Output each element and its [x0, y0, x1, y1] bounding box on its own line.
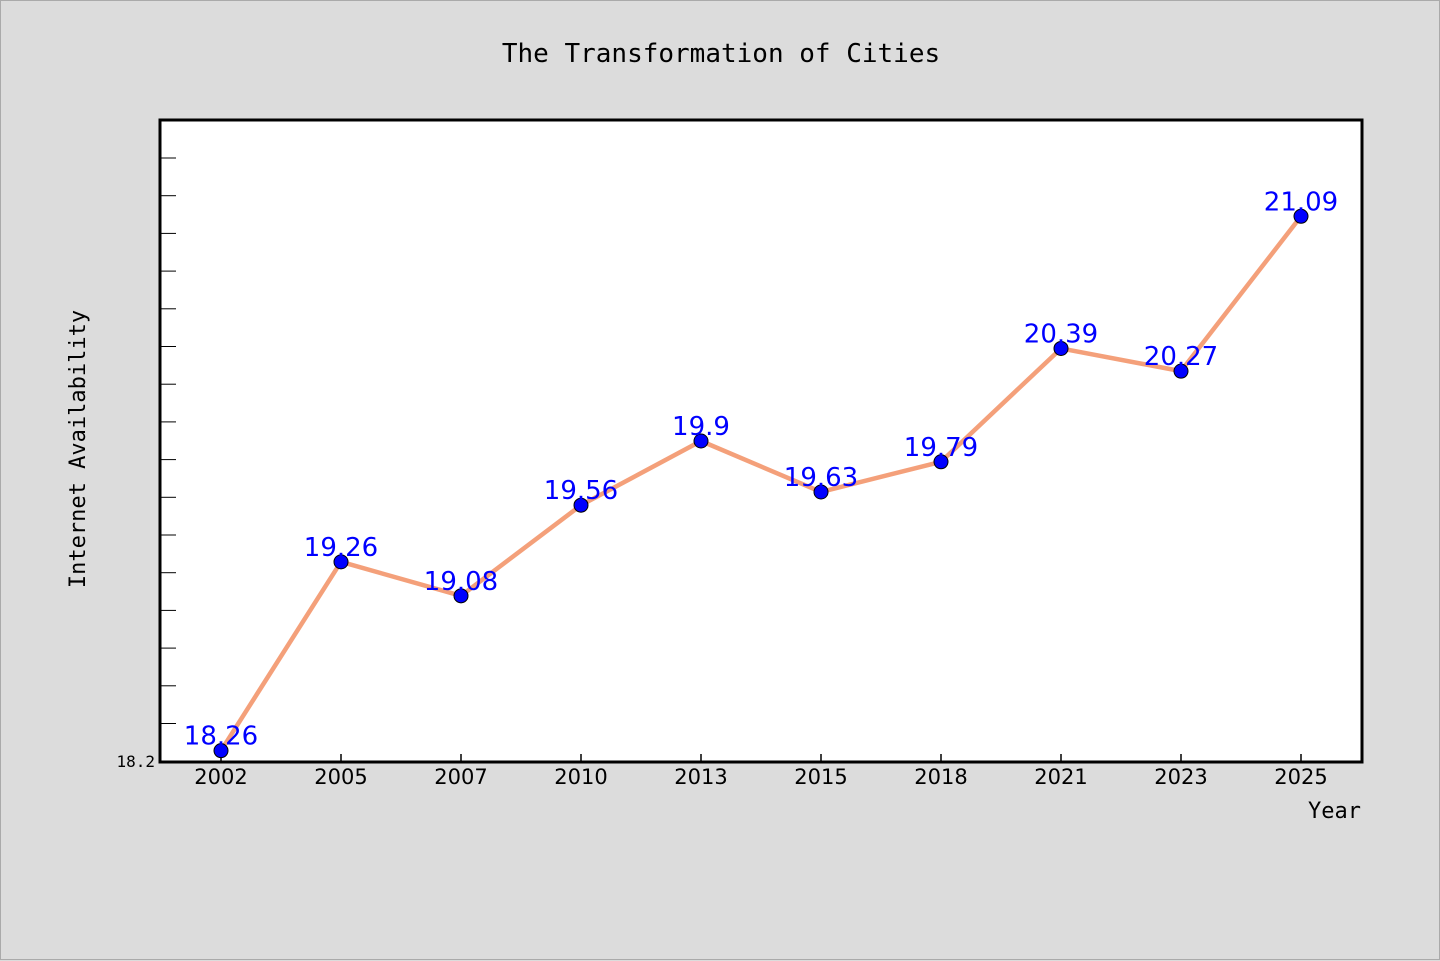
x-axis-label: Year	[1308, 799, 1361, 824]
data-label: 19.08	[424, 567, 498, 597]
x-tick-label: 2021	[1034, 765, 1087, 789]
data-label: 20.39	[1024, 319, 1098, 349]
data-points	[213, 208, 1309, 759]
data-label: 20.27	[1144, 342, 1218, 372]
data-point	[1173, 363, 1189, 379]
x-tick-label: 2025	[1274, 765, 1327, 789]
x-tick-label: 2018	[914, 765, 967, 789]
x-axis-tick-labels: 2002 2005 2007 2010 2013 2015 2018 2021 2023 2025	[194, 765, 1327, 789]
x-tick-label: 2023	[1154, 765, 1207, 789]
data-label: 19.26	[304, 533, 378, 563]
x-tick-label: 2010	[554, 765, 607, 789]
data-labels: 18.26 19.26 19.08 19.56 19.9 19.63 19.79 20.39 2…	[184, 187, 1338, 751]
y-axis-tick-labels: 18.2	[116, 752, 155, 771]
data-label: 18.26	[184, 722, 258, 752]
series-line-group	[219, 214, 1303, 752]
x-tick-label: 2013	[674, 765, 727, 789]
data-point	[1053, 340, 1069, 356]
chart-title: The Transformation of Cities	[502, 39, 940, 69]
y-axis-minor-ticks	[160, 157, 176, 724]
x-tick-label: 2007	[434, 765, 487, 789]
data-point	[453, 588, 469, 604]
data-label: 19.79	[904, 433, 978, 463]
data-point	[1293, 208, 1309, 224]
y-axis-label: Internet Availability	[66, 310, 91, 588]
x-tick-label: 2002	[194, 765, 247, 789]
data-point	[933, 454, 949, 470]
x-tick-label: 2015	[794, 765, 847, 789]
data-label: 19.9	[672, 412, 730, 442]
data-label: 21.09	[1264, 187, 1338, 217]
series-line	[219, 214, 1303, 752]
data-point	[813, 484, 829, 500]
data-point	[573, 497, 589, 513]
data-label: 19.63	[784, 463, 858, 493]
data-point	[213, 743, 229, 759]
data-label: 19.56	[544, 476, 618, 506]
data-point	[693, 433, 709, 449]
data-point	[333, 554, 349, 570]
plot-area	[158, 118, 1364, 764]
x-tick-label: 2005	[314, 765, 367, 789]
y-tick-label: 18.2	[116, 752, 155, 771]
